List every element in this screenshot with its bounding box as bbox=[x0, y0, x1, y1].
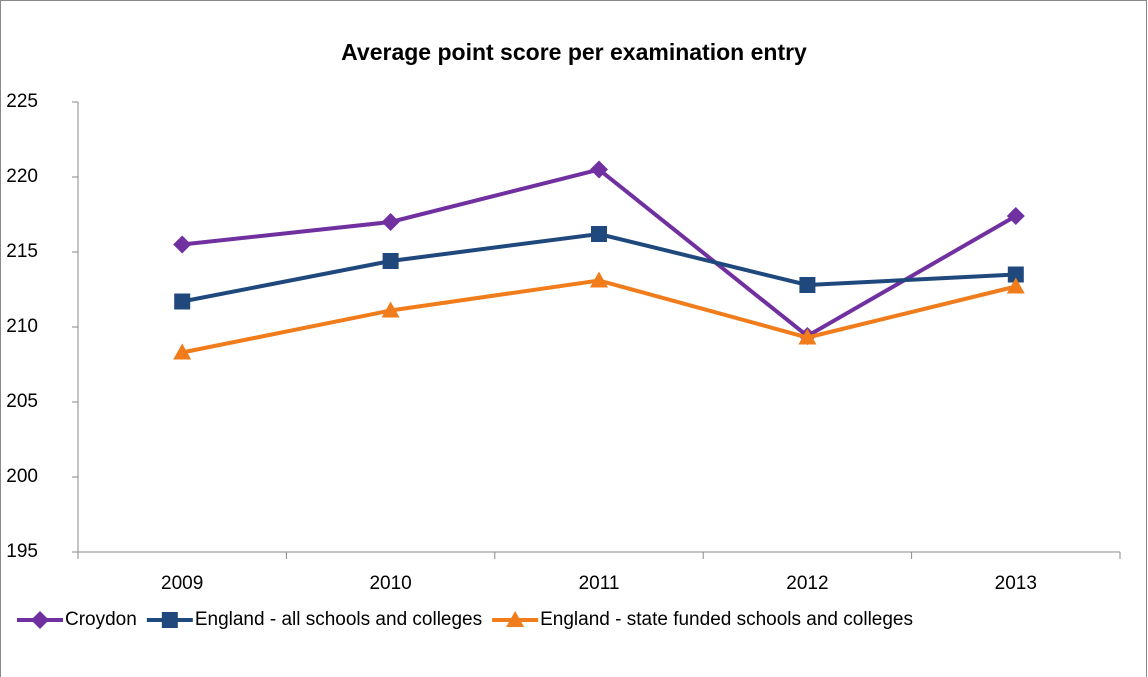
y-tick-label: 200 bbox=[6, 466, 38, 487]
legend-marker bbox=[31, 611, 49, 629]
x-tick-label: 2012 bbox=[786, 573, 828, 594]
data-point bbox=[381, 301, 400, 318]
x-tick-label: 2009 bbox=[161, 573, 203, 594]
y-tick-label: 225 bbox=[6, 91, 38, 112]
chart-title: Average point score per examination entr… bbox=[341, 39, 807, 65]
data-point bbox=[173, 343, 192, 360]
x-tick-label: 2011 bbox=[579, 573, 620, 594]
y-tick-label: 210 bbox=[6, 316, 38, 337]
legend-label: England - state funded schools and colle… bbox=[540, 609, 913, 630]
data-point bbox=[591, 226, 607, 242]
data-point bbox=[381, 213, 400, 231]
y-tick-label: 220 bbox=[6, 166, 38, 187]
y-tick-label: 205 bbox=[6, 391, 38, 412]
x-tick-label: 2010 bbox=[369, 573, 411, 594]
y-tick-label: 215 bbox=[6, 241, 38, 262]
data-point bbox=[173, 235, 192, 254]
data-point bbox=[174, 293, 191, 310]
legend-label: England - all schools and colleges bbox=[195, 609, 482, 630]
data-point bbox=[590, 160, 608, 179]
y-tick-label: 195 bbox=[6, 541, 38, 562]
data-point bbox=[798, 328, 817, 345]
legend-label: Croydon bbox=[65, 609, 137, 630]
legend-marker bbox=[161, 612, 178, 628]
x-tick-label: 2013 bbox=[995, 573, 1037, 594]
data-point bbox=[1007, 266, 1024, 283]
data-point bbox=[382, 253, 399, 269]
legend-marker bbox=[506, 611, 525, 627]
data-point bbox=[590, 271, 608, 288]
data-point bbox=[799, 277, 816, 293]
data-point bbox=[1006, 207, 1025, 225]
data-point bbox=[1006, 277, 1025, 294]
